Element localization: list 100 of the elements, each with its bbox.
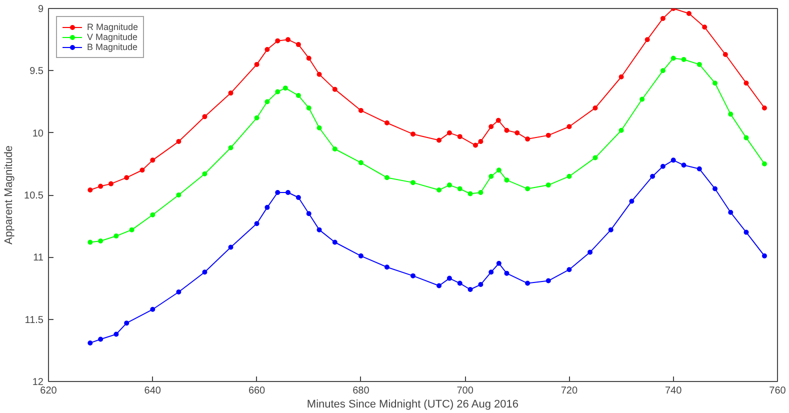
point [176, 139, 182, 144]
point [566, 124, 572, 130]
point [296, 42, 301, 48]
point [228, 145, 234, 150]
point [592, 155, 598, 160]
point [696, 62, 702, 67]
point [468, 191, 473, 196]
x-tick-label: 620 [40, 386, 58, 396]
point [446, 276, 452, 281]
point [488, 124, 494, 130]
x-tick-label: 740 [665, 386, 682, 396]
point [618, 74, 624, 80]
point [88, 340, 93, 346]
point [472, 142, 478, 148]
point [644, 37, 650, 42]
point [129, 227, 134, 232]
y-tick-label: 9 [38, 4, 44, 15]
point [202, 114, 208, 120]
point [114, 332, 119, 337]
point [306, 211, 312, 216]
legend-label: R Magnitude [87, 22, 138, 32]
point [546, 278, 551, 284]
point [504, 178, 510, 183]
point [488, 270, 494, 275]
point [478, 282, 484, 288]
point [496, 168, 502, 173]
point [140, 168, 145, 173]
point [410, 132, 416, 137]
point [286, 190, 291, 196]
point [650, 174, 656, 179]
x-tick-label: 720 [560, 386, 578, 396]
point [702, 24, 708, 30]
point [332, 86, 338, 92]
point [762, 105, 767, 110]
point [496, 118, 501, 123]
point [264, 204, 270, 210]
point [436, 138, 442, 143]
point [114, 234, 119, 239]
point [296, 93, 301, 98]
y-tick-label: 11 [33, 252, 44, 264]
point [504, 128, 510, 133]
point [316, 227, 322, 232]
x-tick-label: 700 [456, 386, 474, 396]
point [98, 238, 104, 244]
point [176, 289, 182, 294]
point [670, 56, 676, 61]
point [202, 270, 208, 275]
point [546, 132, 551, 138]
point [640, 96, 645, 102]
x-tick-label: 640 [144, 386, 162, 396]
point [744, 80, 749, 86]
point [202, 171, 208, 176]
point [696, 166, 702, 172]
point [728, 210, 734, 215]
point [228, 244, 234, 250]
point [712, 186, 718, 192]
point [618, 128, 624, 133]
point [488, 174, 494, 179]
point [358, 160, 364, 166]
point [296, 194, 301, 200]
x-tick-label: 680 [352, 386, 370, 396]
point [457, 280, 462, 286]
point [496, 260, 502, 266]
point [566, 267, 572, 272]
y-tick-label: 12 [32, 377, 44, 388]
point [150, 158, 156, 163]
point [150, 306, 156, 312]
point [286, 37, 291, 42]
point [670, 158, 676, 163]
point [254, 221, 260, 226]
point [525, 186, 530, 192]
legend-label: V Magnitude [87, 32, 138, 42]
point [264, 47, 270, 52]
point [150, 212, 156, 218]
point [525, 280, 530, 286]
point [316, 72, 322, 77]
point [264, 99, 270, 104]
point [410, 273, 416, 278]
point [306, 56, 312, 61]
point [124, 175, 130, 180]
point [358, 108, 364, 113]
point [712, 80, 718, 86]
point [762, 161, 767, 166]
legend-label: B Magnitude [87, 42, 138, 52]
point [686, 10, 692, 16]
point [468, 286, 473, 292]
point [722, 52, 728, 57]
point [681, 162, 686, 168]
point [608, 227, 614, 232]
point [384, 264, 390, 270]
point [629, 198, 634, 204]
point [525, 136, 530, 142]
point [504, 270, 510, 276]
point [446, 182, 452, 188]
x-tick-label: 660 [248, 386, 266, 396]
point [660, 68, 666, 74]
point [176, 192, 182, 198]
point [478, 139, 484, 144]
point [744, 135, 749, 140]
point [478, 190, 484, 196]
